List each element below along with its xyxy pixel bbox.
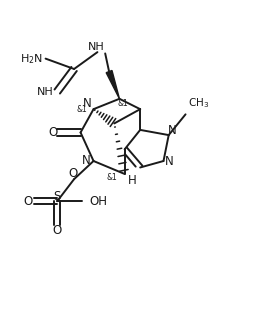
Text: O: O (68, 167, 77, 180)
Text: &1: &1 (106, 173, 117, 182)
Text: CH$_3$: CH$_3$ (188, 97, 209, 110)
Text: NH: NH (37, 87, 54, 97)
Text: O: O (48, 126, 57, 139)
Text: N: N (165, 155, 174, 167)
Text: &1: &1 (76, 105, 87, 114)
Text: H: H (127, 174, 136, 187)
Text: NH: NH (88, 43, 104, 52)
Text: H$_2$N: H$_2$N (20, 52, 43, 65)
Text: O: O (23, 195, 33, 208)
Polygon shape (106, 71, 119, 99)
Text: N: N (83, 97, 92, 110)
Text: O: O (53, 224, 62, 238)
Text: &1: &1 (118, 99, 129, 109)
Text: OH: OH (89, 195, 107, 208)
Text: S: S (53, 190, 61, 203)
Text: N: N (82, 154, 91, 167)
Text: N: N (167, 124, 176, 137)
